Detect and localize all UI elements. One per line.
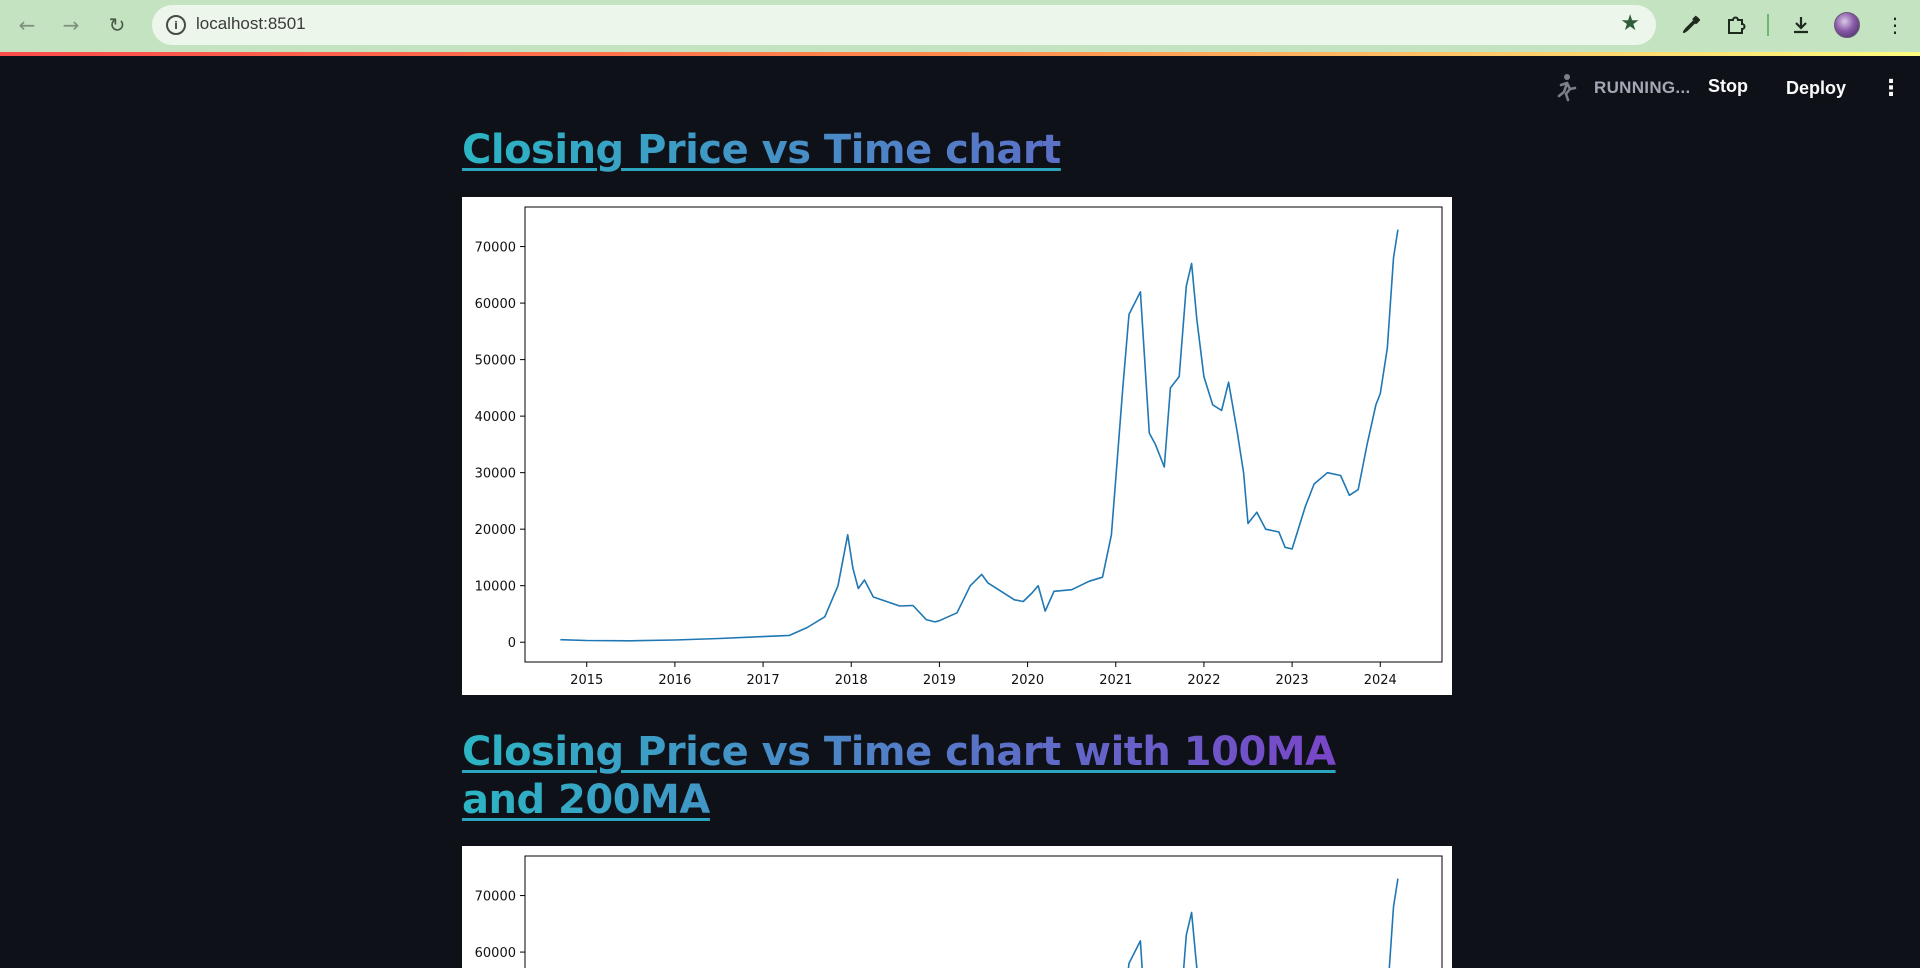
main-menu-button[interactable]: ⋮: [1880, 74, 1902, 104]
x-tick-label: 2023: [1276, 673, 1309, 688]
toolbar-separator: [1767, 14, 1769, 36]
y-tick-label: 10000: [475, 580, 516, 595]
extensions-icon[interactable]: [1721, 10, 1751, 40]
series-line-close: [560, 229, 1399, 642]
address-bar[interactable]: i localhost:8501 ★: [152, 5, 1656, 45]
running-person-icon: [1552, 72, 1580, 104]
reload-icon: ↻: [108, 13, 126, 37]
y-tick-label: 0: [508, 636, 516, 651]
x-tick-label: 2018: [835, 673, 868, 688]
y-tick-label: 40000: [475, 410, 516, 425]
section-heading-ma-chart[interactable]: Closing Price vs Time chart with 100MA a…: [462, 728, 1342, 824]
star-icon[interactable]: ★: [1620, 11, 1640, 36]
y-tick-label: 70000: [475, 890, 516, 905]
app-decoration-strip: [0, 52, 1920, 56]
plot-frame: [524, 206, 1443, 663]
ma-chart-svg: 60000 70000: [475, 855, 1443, 968]
ma-chart: 60000 70000: [462, 846, 1452, 968]
y-tick-label: 50000: [475, 354, 516, 369]
more-vertical-icon: ⋮: [1880, 76, 1902, 101]
y-tick-label: 30000: [475, 467, 516, 482]
x-tick-label: 2017: [747, 673, 780, 688]
stop-button[interactable]: Stop: [1708, 76, 1748, 96]
more-vertical-icon[interactable]: ⋮: [1885, 13, 1905, 37]
section-heading-closing-price[interactable]: Closing Price vs Time chart: [462, 126, 1422, 174]
closing-price-chart-svg: 0 10000 20000 30000 40000 50000 60000 70000 2015…: [475, 206, 1443, 688]
x-tick-label: 2019: [923, 673, 956, 688]
download-icon[interactable]: [1786, 10, 1816, 40]
plot-frame: [524, 855, 1443, 968]
x-tick-label: 2015: [570, 673, 603, 688]
url-text[interactable]: localhost:8501: [196, 14, 306, 33]
avatar[interactable]: [1834, 12, 1860, 38]
x-tick-label: 2016: [658, 673, 691, 688]
deploy-button[interactable]: Deploy: [1786, 78, 1847, 98]
running-status: RUNNING...: [1594, 78, 1691, 97]
y-tick-label: 60000: [475, 297, 516, 312]
info-icon[interactable]: i: [166, 15, 186, 35]
back-button[interactable]: ←: [12, 10, 42, 40]
browser-toolbar: ← → ↻ i localhost:8501 ★ ⋮: [0, 0, 1920, 52]
eyedropper-icon[interactable]: [1676, 10, 1706, 40]
closing-price-chart: 0 10000 20000 30000 40000 50000 60000 70000 2015…: [462, 197, 1452, 695]
x-tick-label: 2024: [1364, 673, 1397, 688]
series-line-close: [1127, 878, 1399, 968]
y-tick-label: 70000: [475, 241, 516, 256]
forward-button[interactable]: →: [56, 10, 86, 40]
y-tick-label: 60000: [475, 946, 516, 961]
y-tick-label: 20000: [475, 523, 516, 538]
x-tick-label: 2021: [1099, 673, 1132, 688]
arrow-left-icon: ←: [18, 13, 36, 37]
x-tick-label: 2022: [1187, 673, 1220, 688]
reload-button[interactable]: ↻: [102, 10, 132, 40]
arrow-right-icon: →: [62, 13, 80, 37]
x-tick-label: 2020: [1011, 673, 1044, 688]
